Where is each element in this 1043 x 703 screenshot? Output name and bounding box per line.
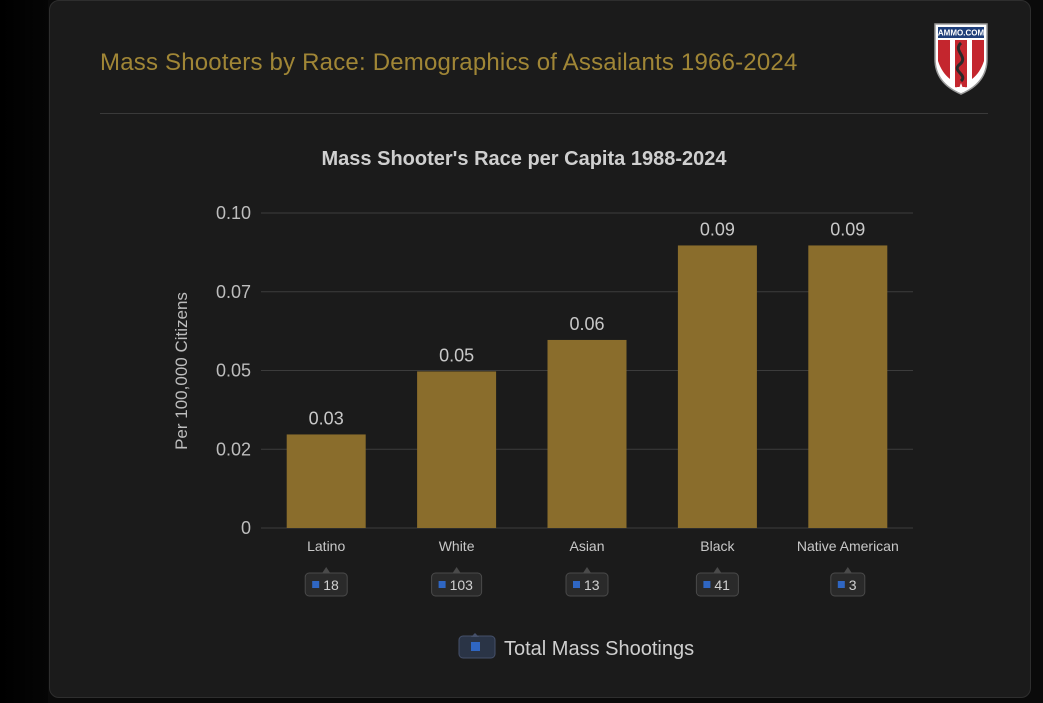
badge-square-icon — [312, 581, 320, 588]
y-tick-label: 0.10 — [216, 203, 251, 223]
badge-square-icon — [837, 581, 845, 588]
badge-square-icon — [438, 581, 446, 588]
count-badge[interactable]: 3 — [830, 567, 866, 597]
count-badge[interactable]: 13 — [565, 567, 609, 597]
bars — [286, 245, 888, 528]
bar-black[interactable] — [677, 245, 757, 528]
data-label: 0.05 — [439, 345, 474, 365]
badge-box — [431, 572, 483, 597]
data-label: 0.06 — [569, 314, 604, 334]
badge-value: 41 — [714, 577, 730, 593]
labels: 0.03 Latino 0.05 White 0.06 Asian 0.09 Black 0.0… — [307, 219, 899, 554]
bar-asian[interactable] — [547, 339, 627, 528]
bar-native-american[interactable] — [808, 245, 888, 528]
chart-card: Mass Shooters by Race: Demographics of A… — [49, 0, 1031, 698]
badge-pointer-icon — [713, 567, 722, 573]
badge-value: 103 — [450, 577, 474, 593]
badge-pointer-icon — [583, 567, 591, 573]
x-tick-label: Latino — [307, 538, 345, 554]
count-badge[interactable]: 103 — [431, 567, 483, 597]
y-tick-label: 0.05 — [216, 361, 251, 381]
data-label: 0.09 — [830, 219, 865, 239]
badge-value: 18 — [323, 577, 339, 593]
legend-square-icon — [471, 642, 480, 651]
ammo-logo: AMMO.COM — [934, 23, 988, 95]
data-label: 0.09 — [700, 219, 735, 239]
x-tick-label: White — [439, 538, 475, 554]
badge-pointer-icon — [322, 567, 331, 573]
badge-pointer-icon — [843, 567, 852, 573]
count-badge[interactable]: 18 — [304, 567, 348, 597]
data-label: 0.03 — [309, 408, 344, 428]
y-tick-label: 0.02 — [216, 439, 251, 459]
x-tick-label: Asian — [569, 538, 604, 554]
left-shade — [0, 0, 48, 703]
legend[interactable]: Total Mass Shootings — [458, 633, 694, 660]
legend-pointer-icon — [471, 633, 479, 637]
logo-text: AMMO.COM — [938, 29, 985, 38]
badge-box — [830, 572, 866, 597]
badge-pointer-icon — [452, 567, 461, 573]
badge-square-icon — [573, 581, 580, 588]
bar-latino[interactable] — [286, 434, 366, 528]
badge-box — [304, 572, 348, 597]
badge-value: 13 — [584, 577, 600, 593]
y-axis-title: Per 100,000 Citizens — [172, 292, 191, 450]
title-divider — [100, 113, 988, 114]
badge-box — [565, 572, 609, 597]
bar-chart: Mass Shooter's Race per Capita 1988-2024… — [172, 148, 913, 660]
badge-value: 3 — [849, 577, 857, 593]
y-tick-label: 0 — [241, 518, 251, 538]
y-tick-label: 0.07 — [216, 282, 251, 302]
bar-white[interactable] — [417, 371, 497, 528]
page-title: Mass Shooters by Race: Demographics of A… — [100, 49, 798, 76]
legend-label: Total Mass Shootings — [504, 638, 694, 660]
x-tick-label: Black — [700, 538, 735, 554]
chart-title: Mass Shooter's Race per Capita 1988-2024 — [322, 148, 728, 170]
badge-box — [695, 572, 739, 597]
x-tick-label: Native American — [797, 538, 899, 554]
count-badge[interactable]: 41 — [695, 567, 739, 597]
shooting-count-badges: 18 103 13 41 3 — [304, 567, 866, 597]
badge-square-icon — [703, 581, 711, 588]
